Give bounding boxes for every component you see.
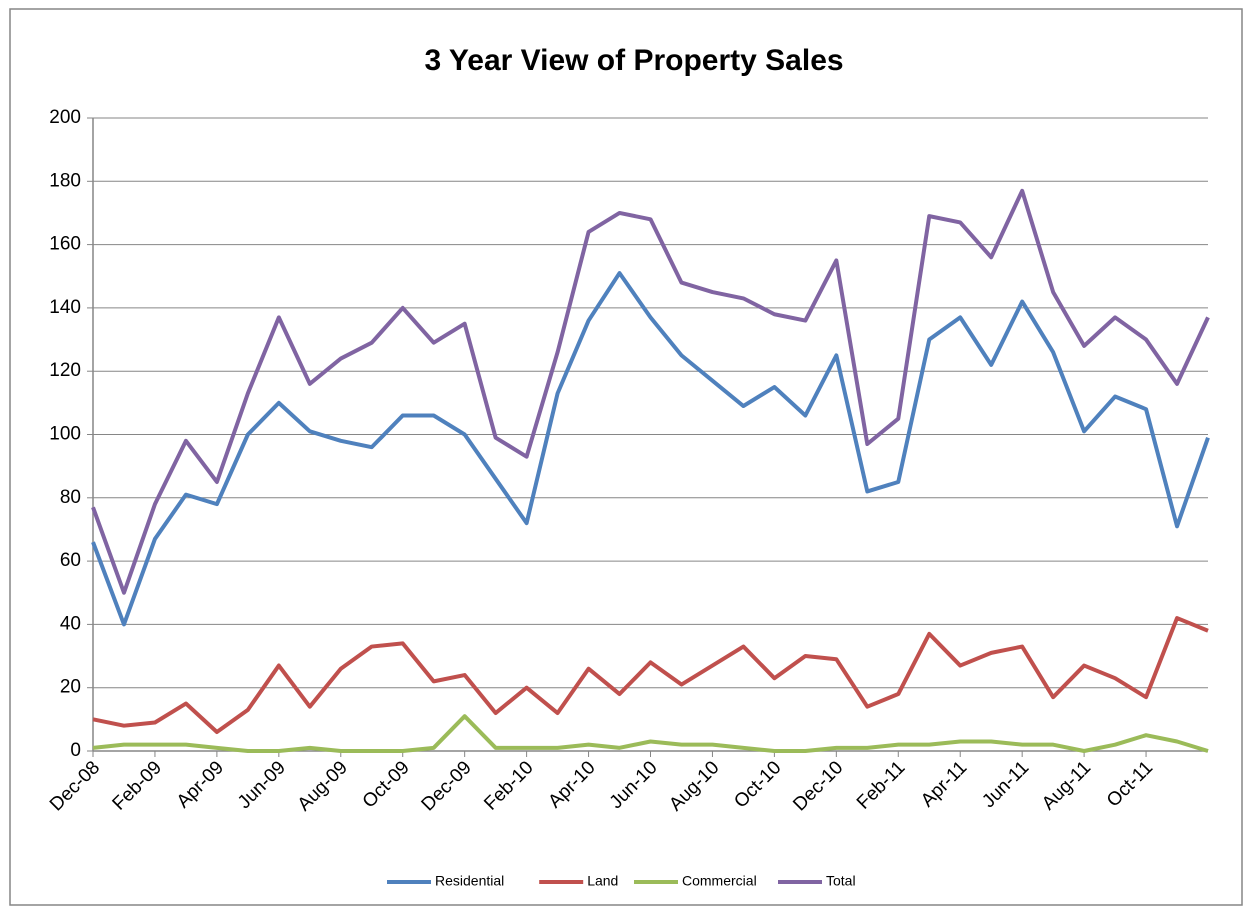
chart-border	[9, 8, 1243, 906]
y-tick-label: 160	[49, 234, 81, 255]
y-tick-label: 120	[49, 360, 81, 381]
y-tick-label: 180	[49, 170, 81, 191]
y-tick-label: 40	[60, 613, 81, 634]
chart-title: 3 Year View of Property Sales	[424, 44, 843, 77]
series-line	[92, 714, 1209, 753]
legend-label: Total	[826, 873, 856, 889]
y-tick-label: 200	[49, 107, 81, 128]
y-tick-label: 100	[49, 424, 81, 445]
y-tick-label: 140	[49, 297, 81, 318]
y-tick-label: 20	[60, 677, 81, 698]
series-line	[92, 616, 1209, 735]
legend-label: Land	[587, 873, 618, 889]
series-line	[91, 271, 1210, 627]
y-tick-label: 60	[60, 550, 81, 571]
y-tick-label: 80	[60, 487, 81, 508]
legend-label: Residential	[435, 873, 504, 889]
y-tick-label: 0	[70, 740, 81, 761]
legend-label: Commercial	[682, 873, 757, 889]
series-line	[91, 188, 1210, 595]
